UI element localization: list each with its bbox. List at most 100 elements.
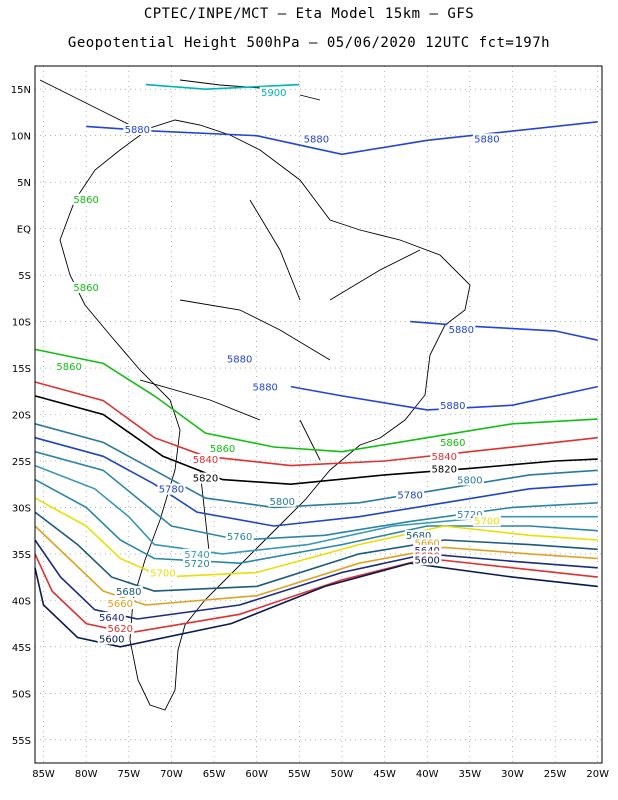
contour-label-bg	[413, 554, 442, 566]
contour-label-5720: 5720	[184, 559, 209, 570]
contour-label-5860: 5860	[440, 438, 465, 449]
contour-layer	[34, 83, 598, 648]
contour-label-5640: 5640	[99, 613, 124, 624]
contour-5880-line	[86, 121, 598, 156]
contour-label-bg	[55, 361, 84, 373]
contour-5820-line	[34, 395, 598, 486]
contour-label-5880: 5880	[252, 382, 277, 393]
contour-label-bg	[183, 558, 211, 570]
contour-label-5880: 5880	[440, 401, 465, 412]
contour-label-bg	[97, 611, 126, 623]
contour-label-bg	[455, 508, 484, 520]
lat-tick-label: 50S	[12, 689, 31, 700]
contour-label-bg	[123, 124, 152, 136]
contour-label-5880: 5880	[227, 355, 252, 366]
contour-5660-line	[34, 525, 598, 606]
contour-label-bg	[430, 463, 459, 475]
contour-label-bg	[191, 472, 220, 484]
contour-5840-line	[34, 381, 598, 467]
contour-label-5880: 5880	[449, 325, 474, 336]
contour-label-5720: 5720	[457, 510, 482, 521]
contour-label-5800: 5800	[270, 497, 295, 508]
lon-tick-label: 35W	[459, 769, 482, 780]
contour-label-5820: 5820	[432, 464, 457, 475]
contour-label-bg	[447, 323, 476, 335]
contour-label-bg	[97, 633, 126, 645]
contour-label-5600: 5600	[99, 634, 124, 645]
contour-5620-line	[34, 553, 598, 634]
lon-tick-label: 85W	[32, 769, 55, 780]
contour-label-5700: 5700	[474, 516, 499, 527]
contour-label-5780: 5780	[159, 485, 184, 496]
contour-label-bg	[404, 530, 433, 542]
central-america-coastline	[39, 79, 151, 129]
contour-label-5680: 5680	[116, 587, 141, 598]
contour-label-bg	[268, 495, 297, 507]
lon-tick-label: 45W	[373, 769, 396, 780]
latitude-labels: 15N 10N 5N EQ 5S 10S 15S 20S 25S 30S 35S 40S 45S 50S 5…	[11, 85, 31, 747]
lat-tick-label: 10N	[11, 132, 31, 143]
contour-5640-line	[34, 539, 598, 620]
contour-label-bg	[438, 400, 467, 412]
contour-label-5700: 5700	[150, 568, 175, 579]
contour-label-5820: 5820	[193, 474, 218, 485]
lat-tick-label: 45S	[12, 643, 31, 654]
contour-label-bg	[191, 453, 220, 465]
contour-label-5620: 5620	[108, 624, 133, 635]
contour-label-5860: 5860	[56, 362, 81, 373]
lat-tick-label: EQ	[17, 225, 31, 236]
contour-label-bg	[472, 515, 501, 527]
contour-label-bg	[413, 545, 442, 557]
contour-label-bg	[157, 483, 186, 495]
lat-tick-label: 25S	[12, 457, 31, 468]
contour-label-bg	[396, 489, 425, 501]
lon-tick-label: 30W	[501, 769, 524, 780]
contour-label-layer: 5900 5880 5880 5880 5880 5880 5880 5880 5860 5860…	[55, 86, 501, 645]
lat-tick-label: 35S	[12, 550, 31, 561]
lat-tick-label: 5N	[17, 178, 31, 189]
contour-5740-line	[34, 464, 598, 555]
lat-tick-label: 55S	[12, 736, 31, 747]
contour-label-bg	[225, 353, 254, 365]
lat-tick-label: 30S	[12, 503, 31, 514]
contour-label-5840: 5840	[193, 455, 218, 466]
contour-label-5600: 5600	[414, 555, 439, 566]
contour-label-5860: 5860	[73, 283, 98, 294]
contour-label-5900: 5900	[261, 88, 286, 99]
contour-label-5760: 5760	[227, 532, 252, 543]
title-line-2: Geopotential Height 500hPa – 05/06/2020 …	[67, 35, 551, 51]
contour-label-bg	[302, 133, 331, 145]
contour-5880-line	[290, 385, 598, 411]
contour-5880-line	[410, 320, 598, 341]
lon-tick-label: 65W	[203, 769, 226, 780]
lat-tick-label: 10S	[12, 318, 31, 329]
contour-5600-line	[34, 562, 598, 648]
contour-label-5880: 5880	[125, 125, 150, 136]
contour-label-bg	[251, 381, 280, 393]
lat-tick-label: 15S	[12, 364, 31, 375]
contour-label-bg	[106, 623, 135, 635]
contour-label-bg	[208, 442, 237, 454]
lon-tick-label: 20W	[586, 769, 609, 780]
lon-tick-label: 75W	[117, 769, 140, 780]
contour-label-5680: 5680	[406, 531, 431, 542]
lat-tick-label: 15N	[11, 85, 31, 96]
contour-label-bg	[438, 437, 467, 449]
lon-tick-label: 25W	[544, 769, 567, 780]
lon-tick-label: 50W	[331, 769, 354, 780]
lon-tick-label: 55W	[288, 769, 311, 780]
contour-label-5740: 5740	[184, 550, 209, 561]
contour-label-5880: 5880	[474, 134, 499, 145]
contour-label-bg	[259, 86, 288, 98]
contour-label-5660: 5660	[414, 539, 439, 550]
graticule-grid	[35, 66, 602, 763]
contour-5860-line	[34, 348, 598, 453]
contour-label-5860: 5860	[210, 444, 235, 455]
contour-label-bg	[148, 567, 177, 579]
contour-label-bg	[72, 193, 101, 205]
contour-5900-line	[145, 83, 300, 91]
contour-label-bg	[472, 133, 501, 145]
lat-tick-label: 40S	[12, 596, 31, 607]
caribbean-islands	[179, 79, 321, 101]
